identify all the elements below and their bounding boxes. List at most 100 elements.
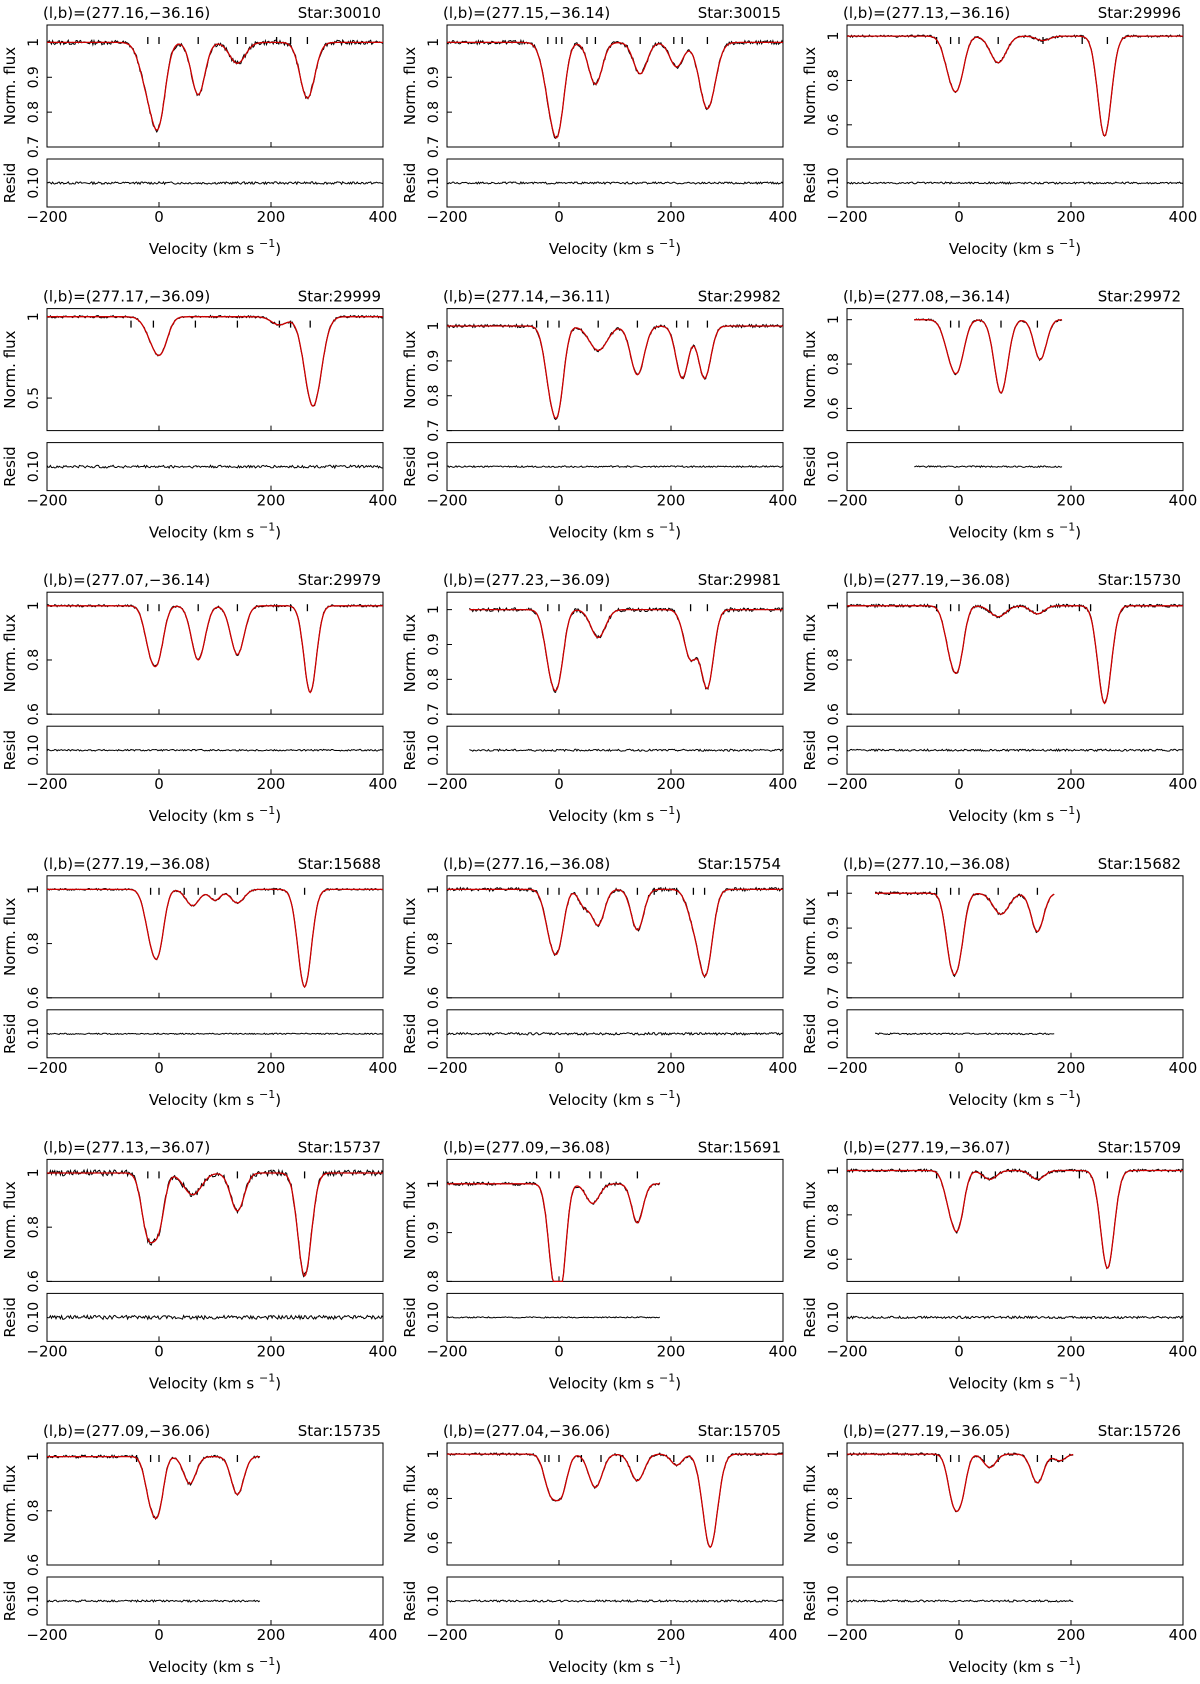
flux-ylabel: Norm. flux	[401, 47, 419, 125]
y-tick-label: 0.5	[26, 387, 42, 409]
panel: (l,b)=(277.13,−36.07) Star:15737 −200 0 200 4…	[1, 1138, 397, 1392]
x-tick-label: 200	[1057, 1342, 1086, 1360]
panel-star: Star:15730	[1098, 571, 1181, 589]
data-spectrum	[46, 887, 384, 989]
x-tick-label: −200	[426, 1342, 467, 1360]
resid-tick-label: 0.10	[426, 735, 442, 766]
y-tick-label: 0.8	[826, 353, 842, 375]
y-tick-label: 0.9	[426, 633, 442, 655]
panel-coords: (l,b)=(277.08,−36.14)	[843, 288, 1010, 306]
panel: (l,b)=(277.09,−36.06) Star:15735 −200 0 200 4…	[1, 1422, 397, 1676]
x-tick-label: 0	[954, 492, 964, 510]
x-tick-label: 400	[1169, 492, 1198, 510]
x-axis-label: Velocity (km s −1)	[549, 1371, 681, 1392]
resid-ylabel: Resid	[1, 1014, 19, 1054]
resid-ylabel: Resid	[801, 1581, 819, 1621]
x-tick-label: 400	[1169, 1342, 1198, 1360]
x-tick-label: 200	[257, 492, 286, 510]
residual-line	[46, 1314, 384, 1321]
x-tick-label: 0	[554, 775, 564, 793]
flux-frame	[846, 591, 1184, 715]
x-axis-label: Velocity (km s −1)	[949, 521, 1081, 542]
x-tick-label: 400	[1169, 208, 1198, 226]
x-tick-label: 400	[369, 1059, 398, 1077]
x-tick-label: 400	[1169, 775, 1198, 793]
resid-ylabel: Resid	[401, 446, 419, 486]
y-tick-label: 1	[26, 312, 42, 321]
panel: (l,b)=(277.17,−36.09) Star:29999 −200 0 200 4…	[1, 288, 397, 542]
model-fit	[447, 325, 783, 420]
resid-ylabel: Resid	[801, 446, 819, 486]
y-tick-label: 0.9	[426, 350, 442, 372]
y-tick-label: 1	[826, 1166, 842, 1175]
panel-coords: (l,b)=(277.10,−36.08)	[843, 855, 1010, 873]
x-tick-label: 0	[954, 1342, 964, 1360]
y-tick-label: 0.8	[426, 668, 442, 690]
x-tick-label: 0	[154, 492, 164, 510]
panel: (l,b)=(277.07,−36.14) Star:29979 −200 0 200 4…	[1, 571, 397, 825]
panel-coords: (l,b)=(277.19,−36.08)	[43, 855, 210, 873]
flux-ylabel: Norm. flux	[1, 898, 19, 976]
panel-star: Star:15682	[1098, 855, 1181, 873]
data-spectrum	[446, 38, 784, 139]
y-tick-label: 0.6	[826, 397, 842, 419]
x-axis-label: Velocity (km s −1)	[549, 521, 681, 542]
panel-star: Star:30015	[698, 4, 781, 22]
model-fit	[47, 888, 383, 989]
model-fit	[47, 316, 383, 407]
x-tick-label: 0	[154, 775, 164, 793]
data-spectrum	[446, 1180, 661, 1282]
resid-tick-label: 0.10	[26, 1585, 42, 1616]
flux-ylabel: Norm. flux	[801, 614, 819, 692]
data-spectrum	[46, 314, 384, 407]
y-tick-label: 0.8	[426, 385, 442, 407]
x-axis-label: Velocity (km s −1)	[149, 237, 281, 258]
x-tick-label: 0	[554, 492, 564, 510]
y-tick-label: 0.7	[26, 136, 42, 158]
x-tick-label: 0	[954, 208, 964, 226]
x-tick-label: −200	[826, 492, 867, 510]
residual-line	[875, 1032, 1055, 1036]
y-tick-label: 0.6	[26, 1270, 42, 1292]
x-tick-label: 200	[257, 1626, 286, 1644]
x-axis-label: Velocity (km s −1)	[949, 804, 1081, 825]
data-spectrum	[446, 1452, 784, 1548]
data-spectrum	[46, 38, 384, 134]
x-axis-label: Velocity (km s −1)	[149, 804, 281, 825]
residual-line	[46, 748, 384, 752]
resid-frame	[446, 1009, 784, 1059]
panel-coords: (l,b)=(277.19,−36.07)	[843, 1138, 1010, 1156]
flux-frame	[446, 875, 784, 999]
x-tick-label: −200	[826, 1059, 867, 1077]
y-tick-label: 1	[426, 1450, 442, 1459]
x-tick-label: 400	[369, 1626, 398, 1644]
y-tick-label: 0.6	[426, 987, 442, 1009]
panel: (l,b)=(277.09,−36.08) Star:15691 −200 0 200 4…	[401, 1138, 797, 1392]
y-tick-label: 0.6	[826, 703, 842, 725]
y-tick-label: 0.8	[26, 1216, 42, 1238]
model-fit	[914, 319, 1062, 394]
residual-line	[446, 464, 784, 469]
panel-star: Star:15709	[1098, 1138, 1181, 1156]
residual-line	[846, 1315, 1184, 1320]
resid-tick-label: 0.10	[26, 167, 42, 198]
model-fit	[847, 1169, 1183, 1269]
data-spectrum	[846, 1167, 1184, 1270]
x-tick-label: 0	[954, 775, 964, 793]
panel: (l,b)=(277.16,−36.16) Star:30010 −200 0 200 4…	[1, 4, 397, 258]
flux-ylabel: Norm. flux	[1, 614, 19, 692]
panel-coords: (l,b)=(277.19,−36.08)	[843, 571, 1010, 589]
flux-frame	[46, 1442, 384, 1566]
data-spectrum	[846, 34, 1184, 137]
y-tick-label: 1	[426, 605, 442, 614]
flux-ylabel: Norm. flux	[1, 1465, 19, 1543]
resid-ylabel: Resid	[401, 163, 419, 203]
y-tick-label: 0.8	[826, 1204, 842, 1226]
panel: (l,b)=(277.10,−36.08) Star:15682 −200 0 200 4…	[801, 855, 1197, 1109]
flux-ylabel: Norm. flux	[801, 1181, 819, 1259]
flux-frame	[846, 24, 1184, 148]
y-tick-label: 0.8	[26, 932, 42, 954]
data-spectrum	[469, 606, 784, 694]
resid-tick-label: 0.10	[426, 167, 442, 198]
x-axis-label: Velocity (km s −1)	[149, 1655, 281, 1676]
